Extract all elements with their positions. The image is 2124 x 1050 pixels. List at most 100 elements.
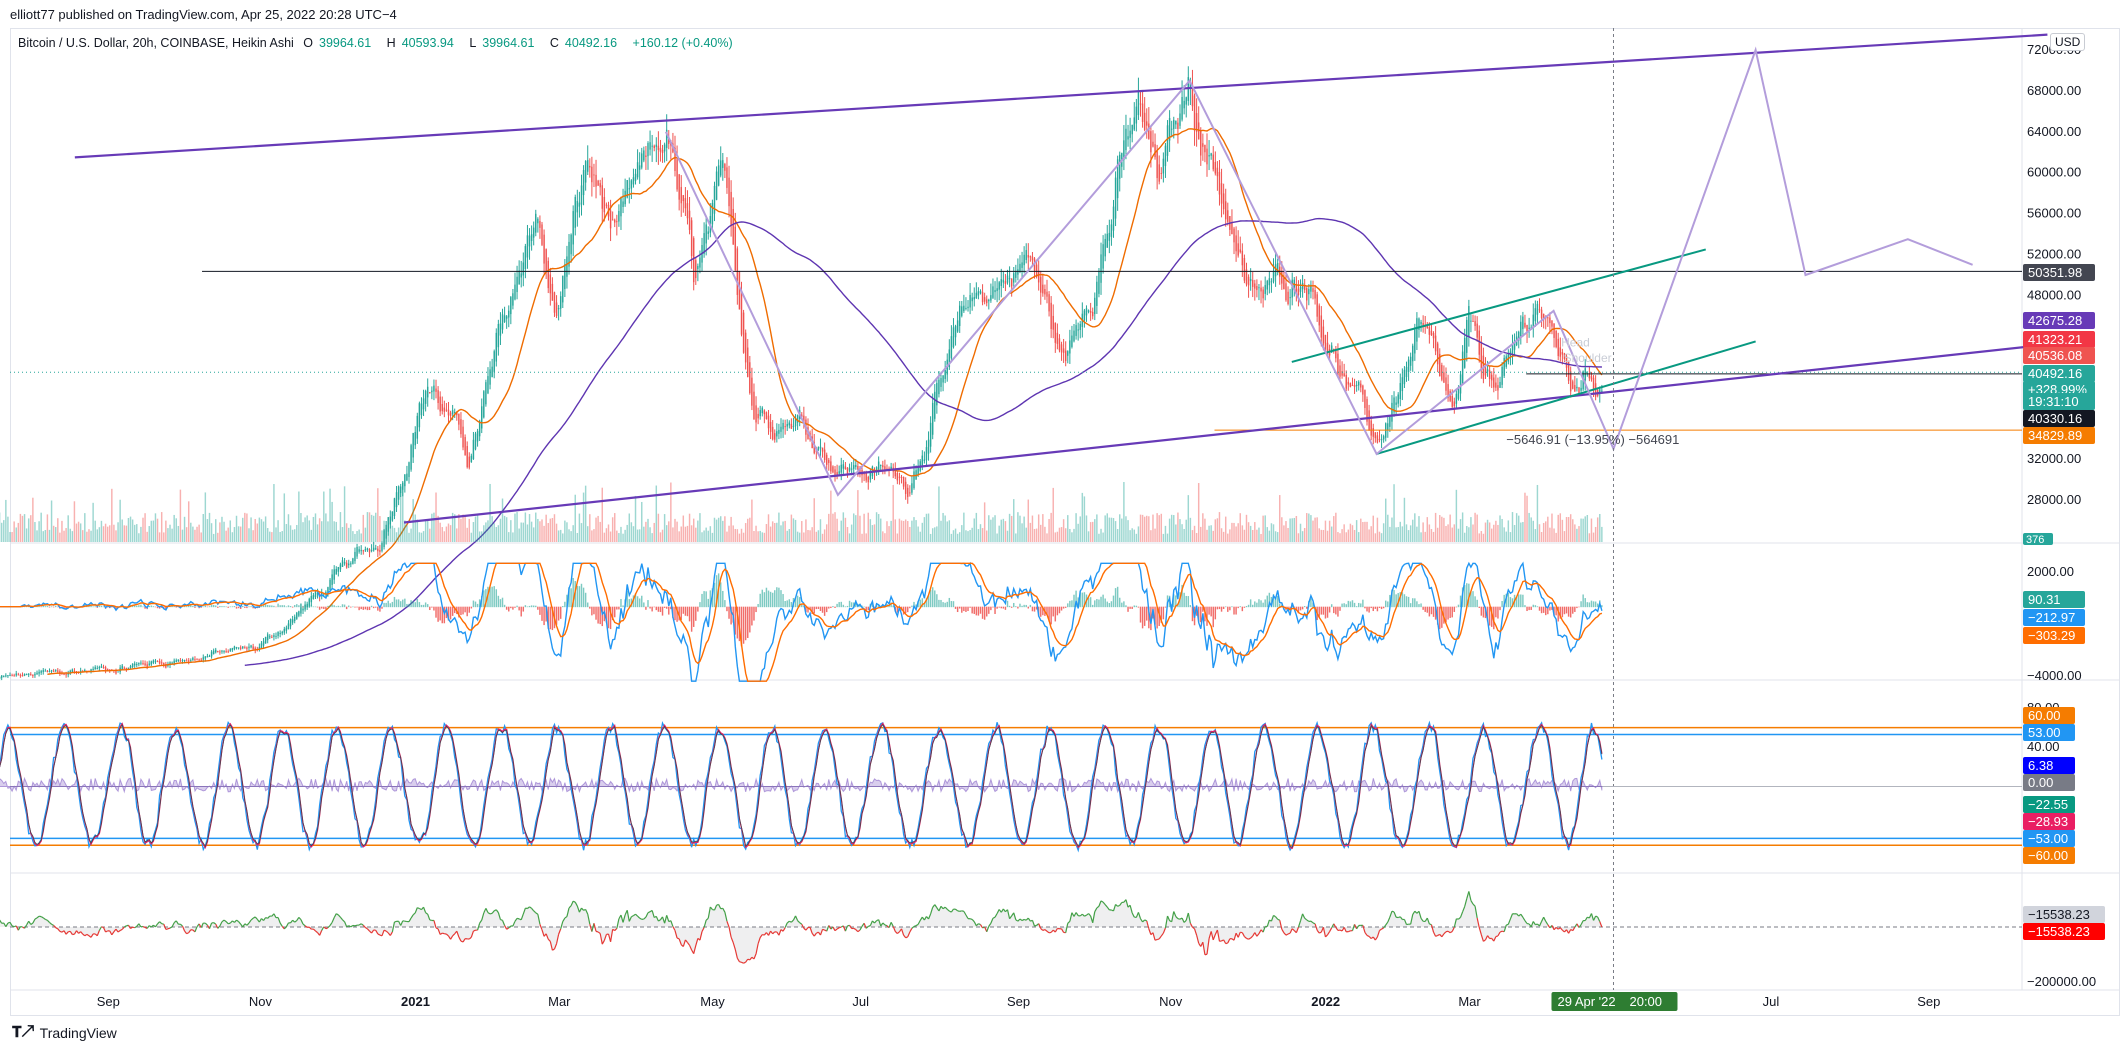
macd-histogram-bar: [705, 591, 707, 608]
macd-histogram-bar: [946, 601, 948, 608]
candle-body: [424, 390, 427, 404]
osc-segment: [1576, 923, 1580, 928]
volume-bar: [996, 533, 998, 542]
macd-histogram-bar: [850, 602, 853, 608]
candle-body: [5, 675, 7, 677]
volume-bar: [1010, 515, 1013, 542]
volume-bar: [266, 528, 269, 542]
osc-segment: [1162, 927, 1167, 934]
osc-segment: [329, 922, 333, 926]
volume-bar: [1551, 513, 1553, 542]
volume-bar: [1493, 524, 1495, 542]
macd-histogram-bar: [562, 606, 564, 608]
osc-segment: [1599, 921, 1603, 928]
macd-histogram-bar: [1499, 606, 1501, 611]
osc-segment: [684, 939, 688, 943]
candle-body: [944, 370, 946, 379]
macd-histogram-bar: [1349, 601, 1352, 608]
osc-segment: [1156, 938, 1160, 941]
osc-segment: [1289, 928, 1293, 934]
osc-segment: [805, 927, 809, 931]
macd-histogram-bar: [497, 595, 500, 608]
macd-histogram-bar: [1376, 606, 1379, 612]
volume-bar: [264, 516, 267, 542]
candle-body: [254, 647, 256, 651]
volume-bar: [1081, 492, 1084, 542]
osc-segment: [568, 905, 572, 909]
volume-bar: [1484, 522, 1487, 542]
x-tick-label: May: [700, 994, 725, 1009]
volume-bar: [1572, 519, 1574, 542]
osc-segment: [144, 926, 148, 929]
volume-bar: [809, 530, 811, 542]
stoch-y-tick: 40.00: [2027, 739, 2060, 754]
candle-body: [449, 412, 452, 416]
macd-histogram-bar: [1106, 601, 1108, 608]
volume-bar: [780, 525, 782, 542]
candle-body: [1040, 276, 1042, 293]
brand-name[interactable]: TradingView: [39, 1024, 117, 1041]
candle-body: [96, 668, 99, 670]
macd-histogram-bar: [607, 606, 610, 629]
osc-segment: [661, 916, 666, 924]
candle-body: [1141, 103, 1144, 122]
volume-bar: [1037, 514, 1040, 542]
volume-bar: [958, 532, 961, 542]
volume-bar: [279, 531, 281, 542]
candle-body: [310, 596, 313, 603]
macd-histogram-bar: [358, 606, 360, 611]
macd-histogram-bar: [1547, 606, 1549, 615]
x-tick-label: Sep: [1917, 994, 1940, 1009]
macd-axis-tag-text: −303.29: [2028, 628, 2075, 643]
macd-histogram-bar: [724, 600, 726, 608]
stoch-axis-tag-text: −53.00: [2028, 831, 2068, 846]
candle-body: [495, 332, 498, 362]
tradingview-logo-icon[interactable]: 𝐓↗: [12, 1024, 34, 1041]
currency-button[interactable]: USD: [2050, 33, 2086, 51]
osc-segment: [1244, 936, 1247, 939]
macd-histogram-bar: [877, 604, 880, 608]
volume-bar: [954, 528, 957, 542]
macd-histogram-bar: [929, 590, 932, 608]
macd-histogram-bar: [1301, 606, 1304, 610]
macd-histogram-bar: [1006, 600, 1009, 608]
volume-bar: [1513, 524, 1516, 542]
osc-segment: [1449, 930, 1453, 934]
symbol-name[interactable]: Bitcoin / U.S. Dollar, 20h, COINBASE, He…: [18, 36, 294, 50]
volume-bar: [1520, 522, 1522, 542]
candle-body: [707, 231, 709, 234]
osc-segment: [940, 905, 944, 910]
candle-body: [123, 667, 126, 669]
volume-bar: [1216, 518, 1219, 542]
macd-histogram-bar: [1189, 605, 1192, 608]
osc-segment: [1106, 906, 1110, 911]
volume-bar: [898, 518, 901, 542]
candle-body: [1104, 238, 1106, 257]
candle-body: [726, 167, 728, 188]
candle-body: [605, 204, 608, 206]
candle-body: [900, 476, 903, 478]
osc-segment: [878, 919, 882, 927]
volume-bar: [616, 530, 618, 542]
volume-bar: [11, 532, 13, 542]
candle-body: [46, 670, 49, 672]
candle-body: [1528, 327, 1530, 329]
osc-segment: [762, 933, 765, 936]
volume-bar: [198, 524, 200, 542]
candle-body: [1360, 383, 1362, 388]
osc-segment: [1351, 924, 1356, 931]
volume-bar: [368, 512, 371, 542]
x-tick-label: Jul: [852, 994, 869, 1009]
candle-body: [202, 657, 204, 660]
volume-bar: [1441, 516, 1443, 542]
volume-bar: [1289, 518, 1291, 542]
candle-body: [1110, 224, 1113, 237]
macd-histogram-bar: [287, 605, 290, 608]
y-tick-label: 28000.00: [2027, 492, 2081, 507]
price-axis-tag: [2023, 393, 2095, 410]
volume-bar: [1243, 529, 1246, 542]
candle-body: [965, 307, 967, 309]
candle-body: [1430, 330, 1433, 336]
volume-bar: [1094, 519, 1096, 542]
